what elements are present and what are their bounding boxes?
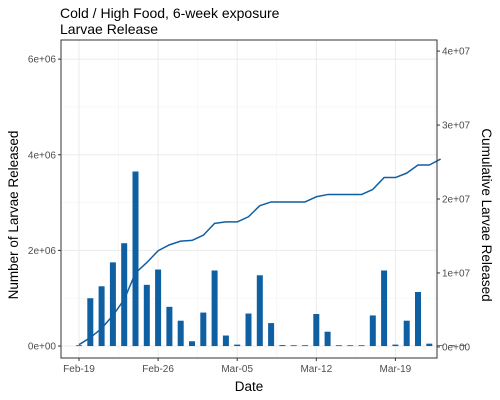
bar <box>358 345 365 347</box>
bar <box>437 345 444 347</box>
x-tick-label: Mar-12 <box>300 364 332 375</box>
bar <box>302 345 308 347</box>
bar <box>143 284 150 347</box>
y2-axis-title: Cumulative Larvae Released <box>479 128 494 301</box>
x-tick-label: Feb-26 <box>142 364 174 375</box>
bar <box>234 344 241 347</box>
bar <box>200 312 207 347</box>
x-tick-label: Feb-19 <box>63 364 95 375</box>
bar <box>256 275 263 347</box>
bar <box>87 298 94 347</box>
bar <box>460 345 467 347</box>
bar <box>121 243 128 347</box>
cumulative-line <box>78 158 441 346</box>
bar <box>403 320 410 347</box>
x-tick-label: Mar-05 <box>221 364 253 375</box>
bar <box>189 341 195 347</box>
bar <box>166 306 173 347</box>
chart-title: Cold / High Food, 6-week exposure <box>60 5 280 21</box>
y-tick-label: 4e+06 <box>28 150 57 161</box>
bar <box>426 343 433 347</box>
y2-tick-label: 1e+07 <box>442 268 471 279</box>
y-axis-ticks: 0e+00 2e+06 4e+06 6e+06 <box>28 55 61 353</box>
bars <box>76 171 467 347</box>
y-tick-label: 2e+06 <box>28 246 57 257</box>
cumulative-line-layer <box>78 158 441 346</box>
bar <box>268 323 275 347</box>
y2-tick-label: 0e+00 <box>442 342 471 353</box>
y2-tick-label: 2e+07 <box>442 195 471 206</box>
x-axis-ticks: Feb-19 Feb-26 Mar-05 Mar-12 Mar-19 <box>63 358 412 375</box>
bar <box>177 320 184 347</box>
bar <box>347 345 354 347</box>
y2-tick-label: 3e+07 <box>442 121 471 132</box>
bar <box>222 335 229 347</box>
x-axis-title: Date <box>235 379 264 394</box>
bar <box>313 314 320 347</box>
y2-axis-ticks: 0e+00 1e+07 2e+07 3e+07 4e+07 <box>437 47 471 353</box>
bar <box>369 315 376 347</box>
bar <box>335 345 342 347</box>
bar <box>132 171 139 347</box>
y-axis-title: Number of Larvae Released <box>6 131 21 300</box>
bar <box>109 262 116 347</box>
bar <box>381 270 388 347</box>
x-tick-label: Mar-19 <box>380 364 412 375</box>
bar <box>155 269 162 347</box>
bar <box>245 313 252 347</box>
bar <box>448 345 455 347</box>
y-tick-label: 6e+06 <box>28 55 57 66</box>
bar <box>211 270 218 347</box>
bar <box>98 286 105 347</box>
bar <box>415 292 421 347</box>
bar <box>290 345 297 347</box>
bar <box>392 344 399 347</box>
bar <box>76 345 82 347</box>
bar <box>279 345 286 347</box>
y2-tick-label: 4e+07 <box>442 47 471 58</box>
y-tick-label: 0e+00 <box>28 342 57 353</box>
chart-subtitle: Larvae Release <box>60 21 158 37</box>
bar <box>324 331 331 347</box>
